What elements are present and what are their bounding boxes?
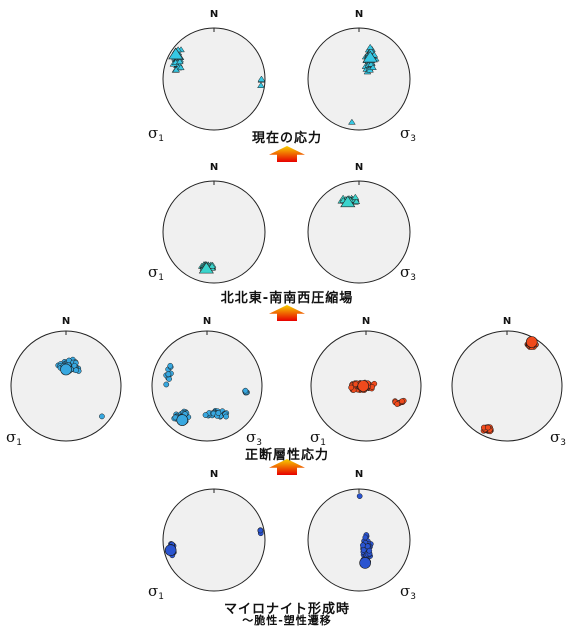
- stereonet-normal-b-s3: [451, 330, 563, 442]
- stress-axis-point: [360, 542, 366, 549]
- stress-axis-point: [257, 527, 264, 534]
- stress-axis-point: [362, 534, 369, 541]
- stage-transition-arrow: [269, 305, 305, 321]
- stereonet-mylonite-s1: [162, 488, 266, 592]
- stress-axis-point: [485, 424, 491, 431]
- mean-stress-point: [60, 363, 72, 376]
- stress-axis-point: [215, 410, 222, 416]
- stereonet-circle: [162, 488, 266, 592]
- north-label: N: [361, 316, 371, 327]
- north-label: N: [354, 162, 364, 173]
- sigma3-label: σ3: [550, 428, 566, 448]
- stage-caption-present: 現在の応力: [251, 131, 323, 146]
- north-label: N: [354, 9, 364, 20]
- stereonet-present-s3: [307, 27, 411, 131]
- stereonet-circle: [307, 488, 411, 592]
- sigma3-label: σ3: [400, 263, 416, 283]
- stress-axis-triangle: [351, 193, 360, 200]
- stress-axis-triangle: [257, 75, 266, 82]
- stress-axis-triangle: [352, 198, 361, 204]
- stress-axis-point: [364, 543, 371, 550]
- north-label: N: [202, 316, 212, 327]
- sigma1-label: σ1: [148, 582, 164, 602]
- stage-caption-mylonite: マイロナイト形成時: [223, 602, 351, 617]
- sigma3-label: σ3: [246, 428, 262, 448]
- stereonet-normal-a-s1: [10, 330, 122, 442]
- mean-stress-point: [525, 336, 538, 348]
- north-label: N: [502, 316, 512, 327]
- stereonet-normal-b-s1: [310, 330, 422, 442]
- stress-axis-point: [352, 381, 359, 388]
- mean-stress-triangle: [340, 195, 356, 208]
- stress-axis-point: [242, 387, 249, 394]
- north-label: N: [354, 469, 364, 480]
- mean-stress-point: [357, 380, 370, 392]
- stereonet-circle: [451, 330, 563, 442]
- stage-caption-nne-compression: 北北東-南南西圧縮場: [220, 291, 354, 306]
- stereonet-nne-s3: [307, 180, 411, 284]
- stress-axis-triangle: [348, 118, 356, 125]
- stress-axis-point: [223, 413, 229, 420]
- mean-stress-point: [359, 557, 371, 569]
- sigma1-label: σ1: [310, 428, 326, 448]
- stress-axis-point: [167, 362, 174, 369]
- north-label: N: [61, 316, 71, 327]
- stereonet-circle: [307, 180, 411, 284]
- sigma1-label: σ1: [6, 428, 22, 448]
- mean-stress-triangle: [198, 261, 214, 274]
- stress-axis-triangle: [208, 262, 216, 269]
- stereonet-circle: [307, 27, 411, 131]
- stereonet-nne-s1: [162, 180, 266, 284]
- stereonet-circle: [162, 27, 266, 131]
- mean-stress-triangle: [168, 47, 184, 60]
- mean-stress-triangle: [362, 50, 378, 63]
- stress-axis-triangle: [369, 64, 377, 70]
- sigma3-label: σ3: [400, 582, 416, 602]
- stress-axis-point: [165, 371, 172, 378]
- mean-stress-point: [164, 544, 177, 557]
- stress-axis-point: [360, 547, 367, 553]
- stereonet-present-s1: [162, 27, 266, 131]
- sigma1-label: σ1: [148, 124, 164, 144]
- stress-axis-point: [399, 398, 405, 405]
- stress-axis-point: [73, 367, 79, 374]
- north-label: N: [209, 9, 219, 20]
- stress-axis-point: [356, 493, 363, 499]
- stage-caption-normal-fault: 正断層性応力: [244, 448, 330, 463]
- stage-caption-transition: 〜脆性-塑性遷移: [242, 614, 332, 627]
- stress-axis-point: [99, 413, 105, 420]
- stage-transition-arrow: [269, 459, 305, 475]
- stereonet-mylonite-s3: [307, 488, 411, 592]
- stress-axis-triangle: [366, 43, 375, 50]
- stress-axis-triangle: [176, 64, 185, 71]
- north-label: N: [209, 162, 219, 173]
- stress-axis-triangle: [175, 58, 184, 65]
- stress-axis-point: [202, 412, 209, 418]
- stress-axis-point: [394, 401, 401, 407]
- stage-transition-arrow: [269, 146, 305, 162]
- stress-axis-point: [348, 384, 355, 391]
- north-label: N: [209, 469, 219, 480]
- stress-axis-triangle: [257, 82, 265, 88]
- mean-stress-point: [176, 414, 189, 426]
- stereonet-circle: [10, 330, 122, 442]
- sigma1-label: σ1: [148, 263, 164, 283]
- stress-axis-point: [163, 381, 170, 388]
- sigma3-label: σ3: [400, 124, 416, 144]
- stereonet-normal-a-s3: [151, 330, 263, 442]
